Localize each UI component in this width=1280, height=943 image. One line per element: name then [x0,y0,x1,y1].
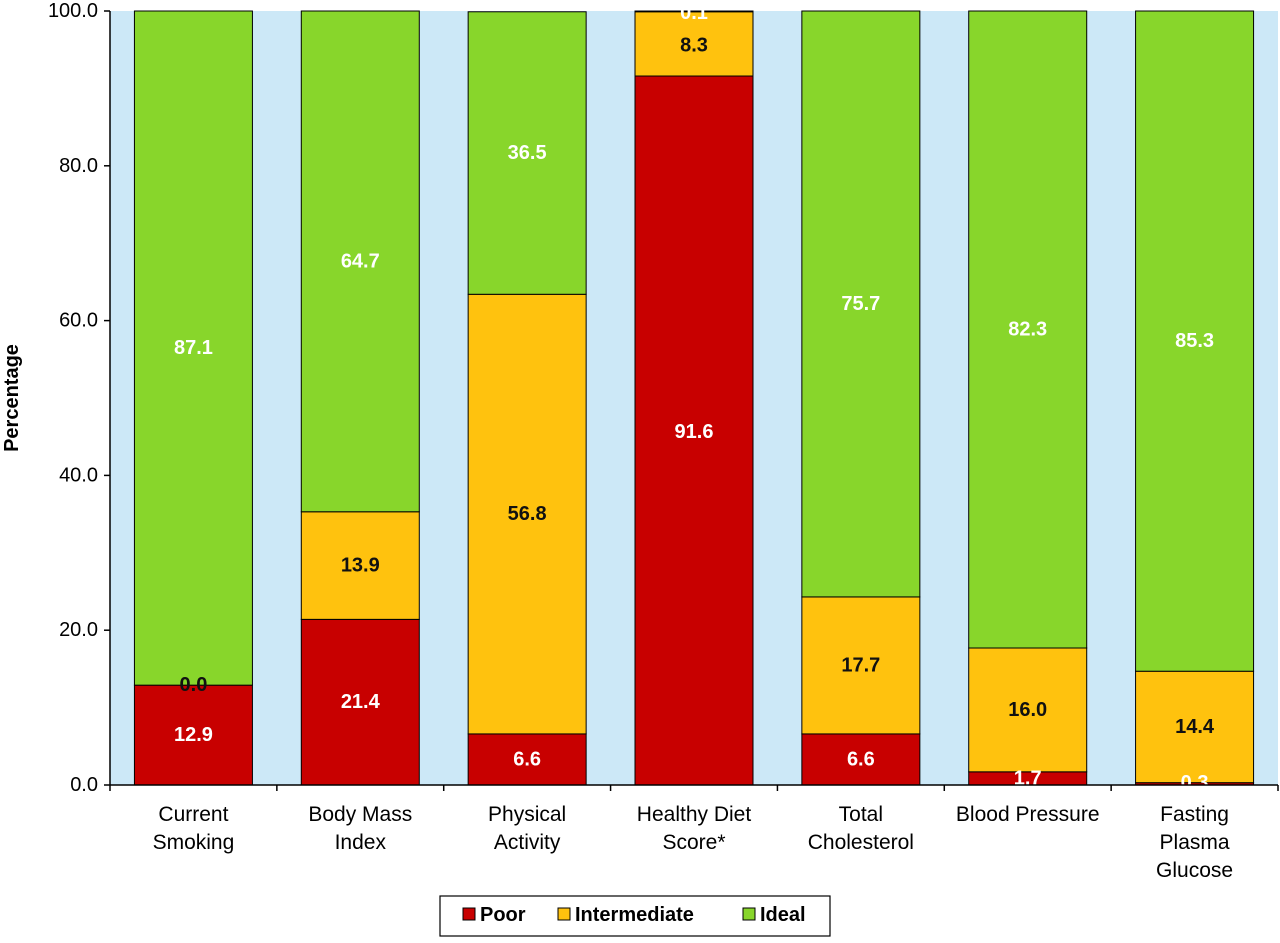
legend-swatch-poor [462,907,476,921]
legend-label-ideal: Ideal [760,904,806,926]
data-label-ideal-2: 36.5 [508,142,547,164]
bar-intermediate-2 [467,293,587,735]
bar-intermediate-5 [968,647,1088,773]
bar-intermediate-6 [1135,670,1255,784]
bar-poor-4 [801,733,921,786]
x-tick-label-1: Body Mass Index [308,803,412,854]
legend-box [439,895,831,937]
data-label-intermediate-1: 13.9 [341,555,380,577]
x-tick-label-line: Fasting [1160,803,1229,826]
data-label-intermediate-4: 17.7 [841,654,880,676]
data-label-ideal-3: 0.1 [680,2,708,24]
data-label-intermediate-0: 0.0 [180,674,208,696]
bar-ideal-4 [801,10,921,598]
legend-label-intermediate: Intermediate [575,904,694,926]
bar-poor-3 [634,75,754,786]
bar-poor-1 [300,618,420,786]
data-label-poor-5: 1.7 [1014,767,1042,789]
data-label-intermediate-6: 14.4 [1175,716,1215,738]
x-tick-label-line: Activity [494,831,561,854]
bar-ideal-3 [634,10,754,13]
x-tick-label-line: Index [335,831,387,854]
y-tick-label-4: 80.0 [59,155,98,177]
data-label-intermediate-3: 8.3 [680,35,708,57]
data-label-poor-4: 6.6 [847,748,875,770]
data-label-poor-1: 21.4 [341,691,381,713]
data-label-ideal-6: 85.3 [1175,330,1214,352]
y-tick-label-0: 0.0 [70,774,98,796]
legend-swatch-ideal [742,907,756,921]
y-tick-label-3: 60.0 [59,310,98,332]
bar-poor-0 [133,684,253,786]
data-label-poor-0: 12.9 [174,724,213,746]
data-label-poor-2: 6.6 [513,748,541,770]
x-tick-label-line: Score* [662,831,725,854]
legend-label-poor: Poor [480,904,526,926]
bar-ideal-0 [133,10,253,686]
bar-ideal-5 [968,10,1088,649]
x-tick-label-line: Total [839,803,883,826]
x-tick-label-0: Current Smoking [153,803,235,854]
x-tick-label-line: Physical [488,803,566,826]
data-label-intermediate-2: 56.8 [508,503,547,525]
data-label-poor-3: 91.6 [675,421,714,443]
y-tick-label-1: 20.0 [59,619,98,641]
x-tick-label-line: Cholesterol [808,831,914,854]
data-label-intermediate-5: 16.0 [1008,699,1047,721]
y-tick-label-2: 40.0 [59,464,98,486]
x-tick-label-line: Body Mass [308,803,412,826]
data-label-ideal-1: 64.7 [341,250,380,272]
x-tick-label-line: Blood Pressure [956,803,1100,826]
x-tick-label-line: Current [158,803,228,826]
legend-swatch-intermediate [557,907,571,921]
data-label-poor-6: 0.3 [1181,772,1209,794]
data-label-ideal-5: 82.3 [1008,319,1047,341]
data-label-ideal-4: 75.7 [841,293,880,315]
x-tick-label-line: Glucose [1156,859,1233,882]
bar-ideal-6 [1135,10,1255,672]
bar-ideal-2 [467,11,587,295]
x-tick-label-line: Plasma [1160,831,1230,854]
x-tick-label-line: Healthy Diet [637,803,752,826]
x-tick-label-6: Fasting Plasma Glucose [1156,803,1233,882]
x-tick-label-line: Smoking [153,831,235,854]
bar-intermediate-1 [300,511,420,620]
y-axis-title: Percentage [1,344,23,452]
y-tick-label-5: 100.0 [48,0,98,22]
data-label-ideal-0: 87.1 [174,337,213,359]
x-tick-label-3: Healthy Diet Score* [637,803,752,854]
x-tick-label-4: Total Cholesterol [808,803,914,854]
x-tick-label-2: Physical Activity [488,803,566,854]
x-tick-label-5: Blood Pressure [956,803,1100,826]
bar-ideal-1 [300,10,420,513]
